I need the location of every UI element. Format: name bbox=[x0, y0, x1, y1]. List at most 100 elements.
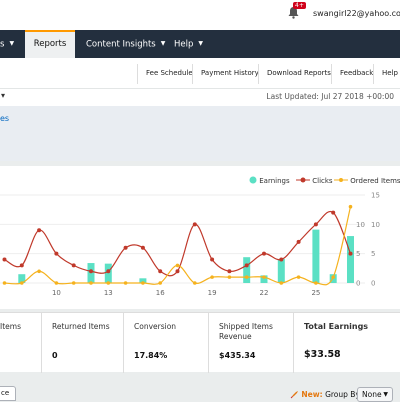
top-bar: 4+ swangirl22@yahoo.com bbox=[0, 0, 400, 30]
subnav-help[interactable]: Help bbox=[373, 64, 400, 84]
x-tick-label: 25 bbox=[311, 289, 320, 297]
subnav-payment-history[interactable]: Payment History bbox=[192, 64, 267, 84]
y-inner-tick-label: 5 bbox=[356, 250, 360, 258]
stat-returned-items: Returned Items 0 bbox=[41, 313, 123, 373]
earnings-bar bbox=[18, 274, 26, 283]
nav-item-reports[interactable]: Reports bbox=[25, 30, 75, 58]
clicks-point bbox=[140, 245, 145, 250]
stat-items: Items bbox=[0, 313, 41, 373]
rocket-icon bbox=[290, 391, 298, 399]
y-right-tick-label: 0 bbox=[371, 280, 375, 288]
y-right-tick-label: 10 bbox=[371, 221, 380, 229]
clicks-point bbox=[210, 257, 215, 262]
legend-clicks-swatch bbox=[296, 177, 310, 183]
nav-item-partial[interactable]: s ▼ bbox=[0, 30, 20, 58]
partial-button[interactable]: ce bbox=[0, 386, 16, 401]
x-tick-label: 13 bbox=[104, 289, 113, 297]
ordered-items-point bbox=[158, 281, 162, 285]
earnings-bar bbox=[347, 236, 354, 283]
ordered-items-point bbox=[314, 281, 318, 285]
stat-label: Conversion bbox=[134, 322, 177, 331]
clicks-point bbox=[262, 251, 266, 256]
nav-item-content-insights[interactable]: Content Insights ▼ bbox=[86, 30, 165, 58]
chevron-down-icon: ▼ bbox=[198, 40, 204, 47]
x-tick-label: 16 bbox=[156, 289, 165, 297]
legend-ordered-items[interactable]: Ordered Items bbox=[334, 176, 400, 186]
earnings-bar bbox=[139, 278, 147, 283]
nav-item-label: Content Insights bbox=[86, 39, 156, 50]
stat-value: $33.58 bbox=[304, 349, 341, 360]
x-tick-label: 10 bbox=[52, 289, 61, 297]
stat-value: 0 bbox=[52, 351, 58, 360]
clicks-point bbox=[279, 257, 284, 262]
earnings-bar bbox=[243, 257, 251, 283]
ordered-items-point bbox=[279, 281, 284, 285]
ordered-items-point bbox=[37, 269, 41, 274]
clicks-point bbox=[19, 263, 24, 268]
ordered-items-point bbox=[175, 263, 180, 268]
subnav-fee-schedule[interactable]: Fee Schedule bbox=[137, 64, 201, 84]
subnav-download-reports[interactable]: Download Reports bbox=[258, 64, 339, 84]
sub-nav: Fee Schedule Payment History Download Re… bbox=[0, 58, 400, 89]
subnav-feedback[interactable]: Feedback bbox=[331, 64, 381, 84]
stat-label: Total Earnings bbox=[304, 322, 369, 331]
nav-item-label: Reports bbox=[33, 39, 67, 49]
legend-earnings[interactable]: Earnings bbox=[249, 176, 290, 186]
clicks-point bbox=[123, 245, 128, 250]
ordered-items-point bbox=[244, 275, 249, 279]
x-tick-label: 19 bbox=[208, 289, 217, 297]
chart-container bbox=[0, 166, 400, 309]
earnings-bar bbox=[277, 258, 285, 283]
clicks-point bbox=[37, 228, 42, 233]
ordered-items-point bbox=[123, 281, 128, 285]
clicks-point bbox=[2, 257, 7, 262]
ordered-items-point bbox=[210, 275, 214, 279]
ordered-items-point bbox=[193, 281, 197, 285]
bell-icon[interactable] bbox=[287, 6, 300, 19]
new-badge: New: bbox=[301, 390, 323, 399]
clicks-point bbox=[348, 251, 353, 256]
ordered-items-point bbox=[348, 204, 353, 209]
summary-stats: Items Returned Items 0 Conversion 17.84%… bbox=[0, 312, 400, 373]
clicks-point bbox=[227, 269, 232, 274]
stat-value: 17.84% bbox=[134, 351, 168, 360]
earnings-bar bbox=[104, 263, 112, 283]
y-inner-tick-label: 0 bbox=[356, 280, 360, 288]
legend-clicks[interactable]: Clicks bbox=[296, 176, 333, 186]
report-toolbar: ▾ Last Updated: Jul 27 2018 +00:00 bbox=[0, 89, 400, 106]
group-by-label: New: Group By: bbox=[290, 390, 362, 399]
ordered-items-point bbox=[296, 275, 301, 279]
chevron-down-icon[interactable]: ▾ bbox=[1, 91, 6, 100]
earnings-bar bbox=[260, 275, 268, 283]
group-by-text: Group By: bbox=[325, 390, 362, 399]
stat-shipped-revenue: Shipped Items Revenue $435.34 bbox=[208, 313, 293, 373]
group-by-value: None bbox=[362, 390, 382, 399]
ordered-items-point bbox=[106, 281, 111, 285]
stat-value: $435.34 bbox=[219, 351, 256, 360]
y-right-tick-label: 5 bbox=[371, 250, 375, 258]
clicks-point bbox=[89, 269, 93, 274]
clicks-point bbox=[106, 269, 111, 274]
clicks-point bbox=[175, 269, 180, 274]
chevron-down-icon: ▼ bbox=[160, 40, 166, 47]
legend-ordered-swatch bbox=[334, 178, 348, 182]
account-email[interactable]: swangirl22@yahoo.com bbox=[313, 9, 400, 18]
panel-link[interactable]: es bbox=[0, 114, 10, 123]
ordered-items-point bbox=[262, 275, 266, 279]
ordered-items-point bbox=[331, 275, 336, 279]
legend-earnings-label: Earnings bbox=[259, 177, 290, 185]
ordered-items-point bbox=[71, 281, 76, 285]
earnings-bar bbox=[312, 229, 320, 283]
stat-label: Items bbox=[0, 322, 21, 331]
clicks-point bbox=[54, 251, 59, 256]
clicks-point bbox=[244, 263, 249, 268]
bottom-controls: ce New: Group By: None ▼ bbox=[0, 374, 400, 402]
clicks-point bbox=[71, 263, 76, 268]
nav-item-label: Help bbox=[174, 39, 194, 50]
legend-earnings-swatch bbox=[249, 176, 257, 184]
notification-badge: 4+ bbox=[293, 2, 306, 9]
ordered-items-point bbox=[54, 281, 59, 285]
stat-conversion: Conversion 17.84% bbox=[123, 313, 208, 373]
nav-item-help[interactable]: Help ▼ bbox=[174, 30, 203, 58]
x-tick-label: 22 bbox=[260, 289, 269, 297]
